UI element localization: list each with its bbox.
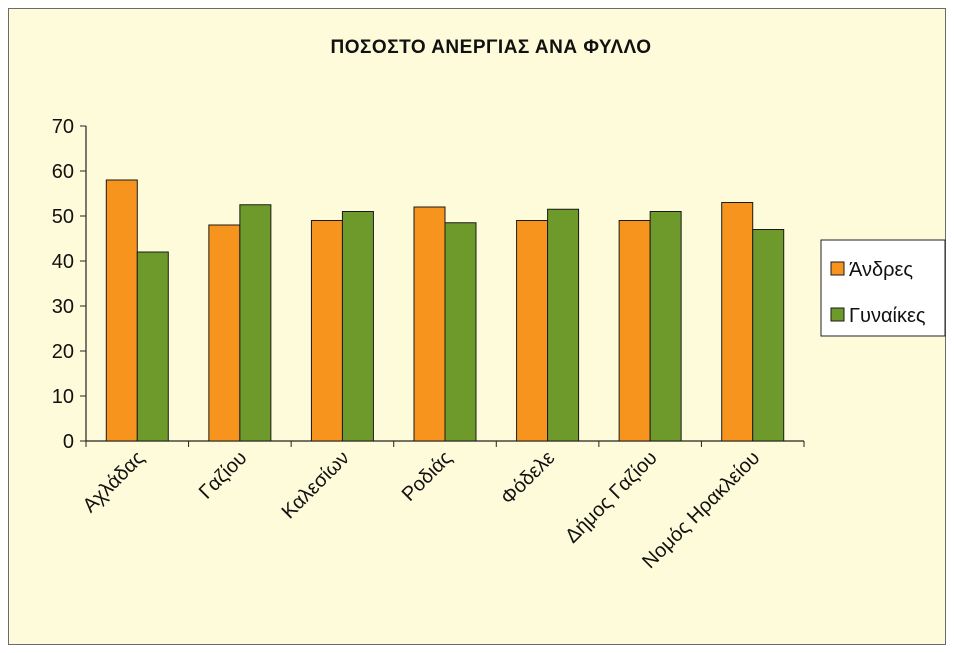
bar-gynaikes: [752, 229, 785, 442]
y-tick-label: 0: [63, 431, 74, 453]
chart-title: ΠΟΣΟΣΤΟ ΑΝΕΡΓΙΑΣ ΑΝΑ ΦΥΛΛΟ: [331, 37, 652, 58]
x-tick-labels: Αχλάδας Γαζίου Καλεσίων Ροδιάς Φόδελε Δήμος Γ…: [79, 447, 764, 573]
bar-andres: [721, 202, 754, 442]
bar-andres: [618, 220, 651, 442]
chart-area: ΠΟΣΟΣΤΟ ΑΝΕΡΓΙΑΣ ΑΝΑ ΦΥΛΛΟ 0 10 20 30 40 50 60…: [8, 8, 946, 645]
bar-gynaikes: [444, 222, 477, 442]
y-tick-label: 40: [52, 251, 74, 273]
bar-andres: [208, 224, 241, 442]
legend: Άνδρες Γυναίκες: [820, 239, 946, 337]
x-tick-label: Γαζίου: [195, 447, 252, 504]
legend-label: Γυναίκες: [849, 305, 926, 327]
axes: 0 10 20 30 40 50 60 70: [52, 116, 805, 453]
y-tick-label: 60: [52, 161, 74, 183]
legend-label: Άνδρες: [849, 259, 913, 281]
bar-gynaikes: [341, 211, 374, 442]
x-tick-label: Ροδιάς: [398, 447, 457, 506]
bar-chart: ΠΟΣΟΣΤΟ ΑΝΕΡΓΙΑΣ ΑΝΑ ΦΥΛΛΟ 0 10 20 30 40 50 60…: [52, 37, 946, 573]
x-tick-label: Δήμος Γαζίου: [561, 447, 662, 548]
bar-gynaikes: [239, 204, 272, 442]
bar-andres: [516, 220, 549, 442]
x-tick-label: Φόδελε: [497, 447, 559, 509]
bar-gynaikes: [547, 208, 580, 442]
bar-andres: [310, 220, 343, 442]
bar-andres: [105, 179, 138, 442]
bar-gynaikes: [136, 251, 169, 442]
y-tick-label: 20: [52, 341, 74, 363]
y-tick-label: 70: [52, 116, 74, 138]
legend-swatch: [830, 261, 845, 276]
y-tick-label: 50: [52, 206, 74, 228]
bar-gynaikes: [649, 211, 682, 442]
y-tick-label: 30: [52, 296, 74, 318]
x-tick-label: Αχλάδας: [79, 447, 149, 517]
bar-andres: [413, 206, 446, 442]
y-tick-label: 10: [52, 386, 74, 408]
x-tick-label: Καλεσίων: [278, 447, 354, 523]
bars: [105, 179, 785, 442]
legend-swatch: [830, 307, 845, 322]
